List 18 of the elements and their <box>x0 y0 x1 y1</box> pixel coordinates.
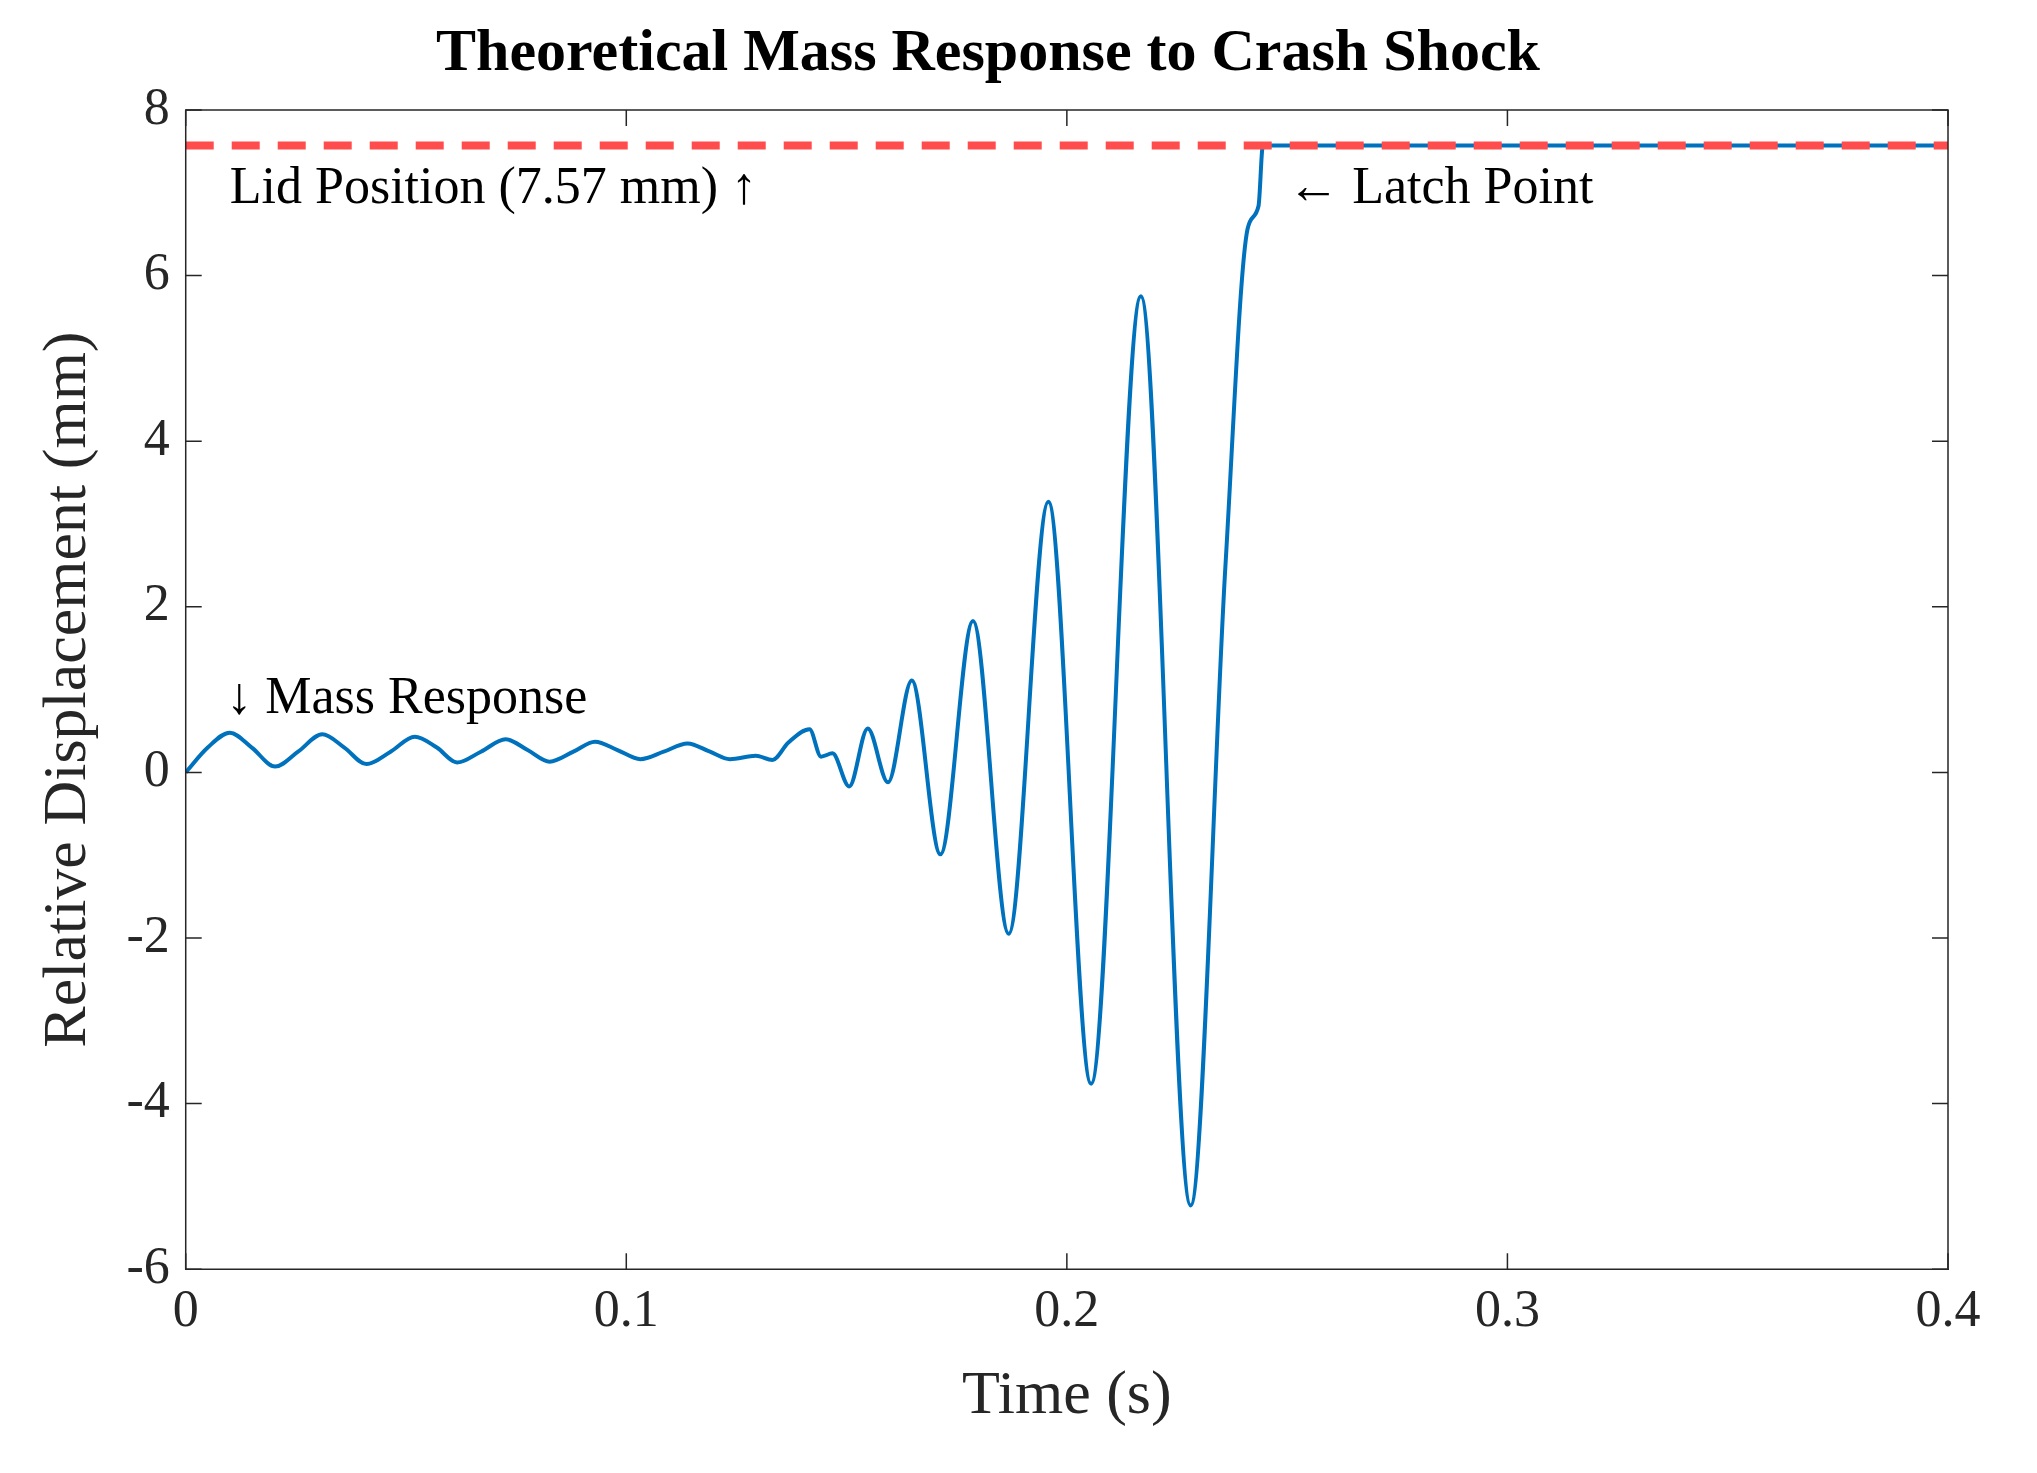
x-tick-label: 0.1 <box>593 1280 659 1338</box>
y-tick-label: -6 <box>126 1236 170 1294</box>
annotation: Lid Position (7.57 mm) ↑ <box>229 156 758 215</box>
x-tick-label: 0.2 <box>1034 1280 1100 1338</box>
x-axis-title: Time (s) <box>962 1358 1172 1428</box>
x-tick-label: 0.4 <box>1915 1280 1981 1338</box>
chart-title: Theoretical Mass Response to Crash Shock <box>436 16 1541 83</box>
y-tick-label: 8 <box>143 77 170 135</box>
y-tick-label: -4 <box>126 1071 170 1129</box>
x-tick-label: 0.3 <box>1474 1280 1540 1338</box>
y-tick-label: 0 <box>143 740 170 798</box>
y-axis-title: Relative Displacement (mm) <box>30 331 100 1048</box>
y-tick-label: 4 <box>143 408 170 466</box>
annotation: ↓ Mass Response <box>226 666 588 724</box>
y-tick-label: 6 <box>143 243 170 301</box>
y-tick-label: 2 <box>143 574 170 632</box>
y-tick-label: -2 <box>126 905 170 963</box>
annotation: ← Latch Point <box>1287 156 1594 214</box>
